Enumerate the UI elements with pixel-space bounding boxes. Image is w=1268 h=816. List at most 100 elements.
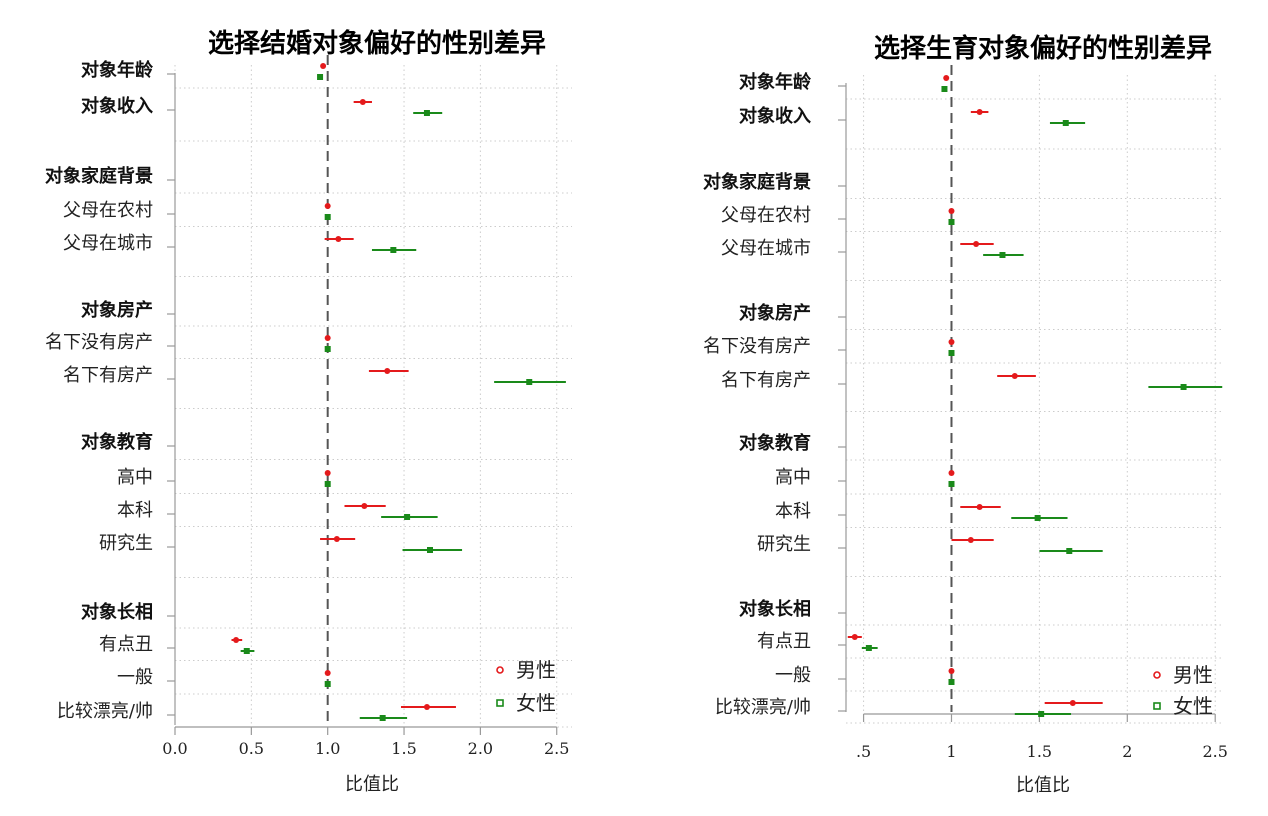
row-label: 高中	[775, 467, 811, 488]
x-tick-label: 2.0	[468, 739, 493, 758]
male-point	[423, 704, 430, 710]
row-label: 父母在农村	[63, 200, 153, 221]
x-tick-label: 1.0	[315, 739, 340, 758]
male-point	[1069, 700, 1076, 706]
male-point	[948, 470, 955, 476]
female-point	[324, 214, 331, 220]
row-label: 对象家庭背景	[703, 171, 811, 193]
row-label: 对象收入	[81, 95, 153, 117]
female-point	[526, 379, 533, 385]
row-label: 一般	[117, 667, 153, 688]
legend-female-label: 女性	[516, 691, 556, 715]
row-label: 名下有房产	[63, 365, 153, 386]
legend-female-marker	[1153, 702, 1161, 710]
chart-title: 选择生育对象偏好的性别差异	[874, 33, 1212, 64]
female-point	[948, 481, 955, 487]
row-label: 对象收入	[739, 105, 811, 127]
row-label: 对象教育	[739, 432, 811, 454]
row-label: 比较漂亮/帅	[715, 697, 811, 718]
male-point	[320, 63, 327, 69]
female-point	[423, 110, 430, 116]
female-point	[390, 247, 397, 253]
female-point	[948, 350, 955, 356]
row-label: 对象房产	[81, 299, 153, 321]
male-point	[333, 536, 340, 542]
female-point	[1062, 120, 1069, 126]
row-label: 父母在城市	[63, 233, 153, 254]
row-label: 本科	[775, 501, 811, 522]
x-tick-label: 0.0	[162, 739, 187, 758]
marriage-preference-chart: 选择结婚对象偏好的性别差异 比值比 0.0 0.5 1.0 1.5 2.0 2.5 对象年龄…	[45, 28, 572, 795]
male-point	[1011, 373, 1018, 379]
row-label: 对象年龄	[739, 71, 812, 93]
female-point	[1038, 711, 1045, 717]
male-point	[943, 75, 950, 81]
female-point	[324, 346, 331, 352]
male-point	[976, 109, 983, 115]
row-label: 研究生	[99, 533, 153, 554]
row-label: 有点丑	[757, 631, 811, 652]
female-point	[324, 481, 331, 487]
male-point	[948, 668, 955, 674]
legend-female-marker	[496, 699, 504, 707]
legend-male-marker	[496, 666, 504, 674]
male-point	[361, 503, 368, 509]
x-axis-title: 比值比	[1016, 775, 1070, 796]
legend-male-marker	[1153, 671, 1161, 679]
female-point	[948, 679, 955, 685]
male-point	[324, 203, 331, 209]
male-point	[851, 634, 858, 640]
female-point	[404, 514, 411, 520]
x-tick-label: 2	[1122, 742, 1132, 761]
row-label: 名下有房产	[721, 370, 811, 391]
x-tick-label: 0.5	[239, 739, 264, 758]
male-point	[324, 335, 331, 341]
female-point	[865, 645, 872, 651]
row-label: 研究生	[757, 534, 811, 555]
x-tick-label: 1.5	[1027, 742, 1052, 761]
row-label: 对象房产	[739, 302, 811, 324]
row-label: 比较漂亮/帅	[57, 701, 153, 722]
male-point	[948, 208, 955, 214]
row-label: 一般	[775, 665, 811, 686]
x-tick-label: .5	[856, 742, 871, 761]
female-point	[1034, 515, 1041, 521]
row-label: 本科	[117, 500, 153, 521]
legend-male-label: 男性	[1173, 663, 1213, 687]
male-point	[967, 537, 974, 543]
female-point	[324, 681, 331, 687]
x-tick-label: 2.5	[544, 739, 569, 758]
female-point	[1066, 548, 1073, 554]
male-point	[359, 99, 366, 105]
fertility-preference-chart: 选择生育对象偏好的性别差异 比值比 .5 1 1.5 2 2.5 对象年龄对象收入对象家庭…	[703, 33, 1228, 796]
female-point	[426, 547, 433, 553]
male-point	[973, 241, 980, 247]
female-point	[317, 74, 324, 80]
row-label: 高中	[117, 467, 153, 488]
row-label: 对象年龄	[81, 59, 154, 81]
row-label: 对象长相	[739, 598, 811, 620]
male-point	[233, 637, 240, 643]
row-label: 对象长相	[81, 601, 153, 623]
male-point	[948, 339, 955, 345]
row-label: 父母在城市	[721, 238, 811, 259]
row-label: 父母在农村	[721, 205, 811, 226]
row-label: 对象家庭背景	[45, 165, 153, 187]
row-label: 名下没有房产	[703, 336, 811, 357]
male-point	[324, 670, 331, 676]
x-tick-label: 2.5	[1202, 742, 1227, 761]
chart-title: 选择结婚对象偏好的性别差异	[208, 28, 546, 59]
female-point	[379, 715, 386, 721]
female-point	[1180, 384, 1187, 390]
legend-female-label: 女性	[1173, 694, 1213, 718]
male-point	[324, 470, 331, 476]
female-point	[243, 648, 250, 654]
male-point	[335, 236, 342, 242]
row-label: 对象教育	[81, 431, 153, 453]
legend-male-label: 男性	[516, 658, 556, 682]
x-axis-title: 比值比	[345, 774, 399, 795]
male-point	[384, 368, 391, 374]
row-label: 名下没有房产	[45, 332, 153, 353]
x-tick-label: 1.5	[391, 739, 416, 758]
